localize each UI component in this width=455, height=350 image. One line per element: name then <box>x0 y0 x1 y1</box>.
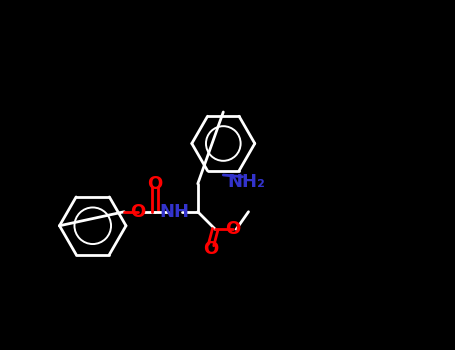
Text: NH: NH <box>159 203 189 221</box>
Text: O: O <box>130 203 145 221</box>
Text: NH₂: NH₂ <box>227 173 265 191</box>
Text: O: O <box>147 175 163 193</box>
Text: O: O <box>203 239 219 258</box>
Text: O: O <box>225 220 240 238</box>
